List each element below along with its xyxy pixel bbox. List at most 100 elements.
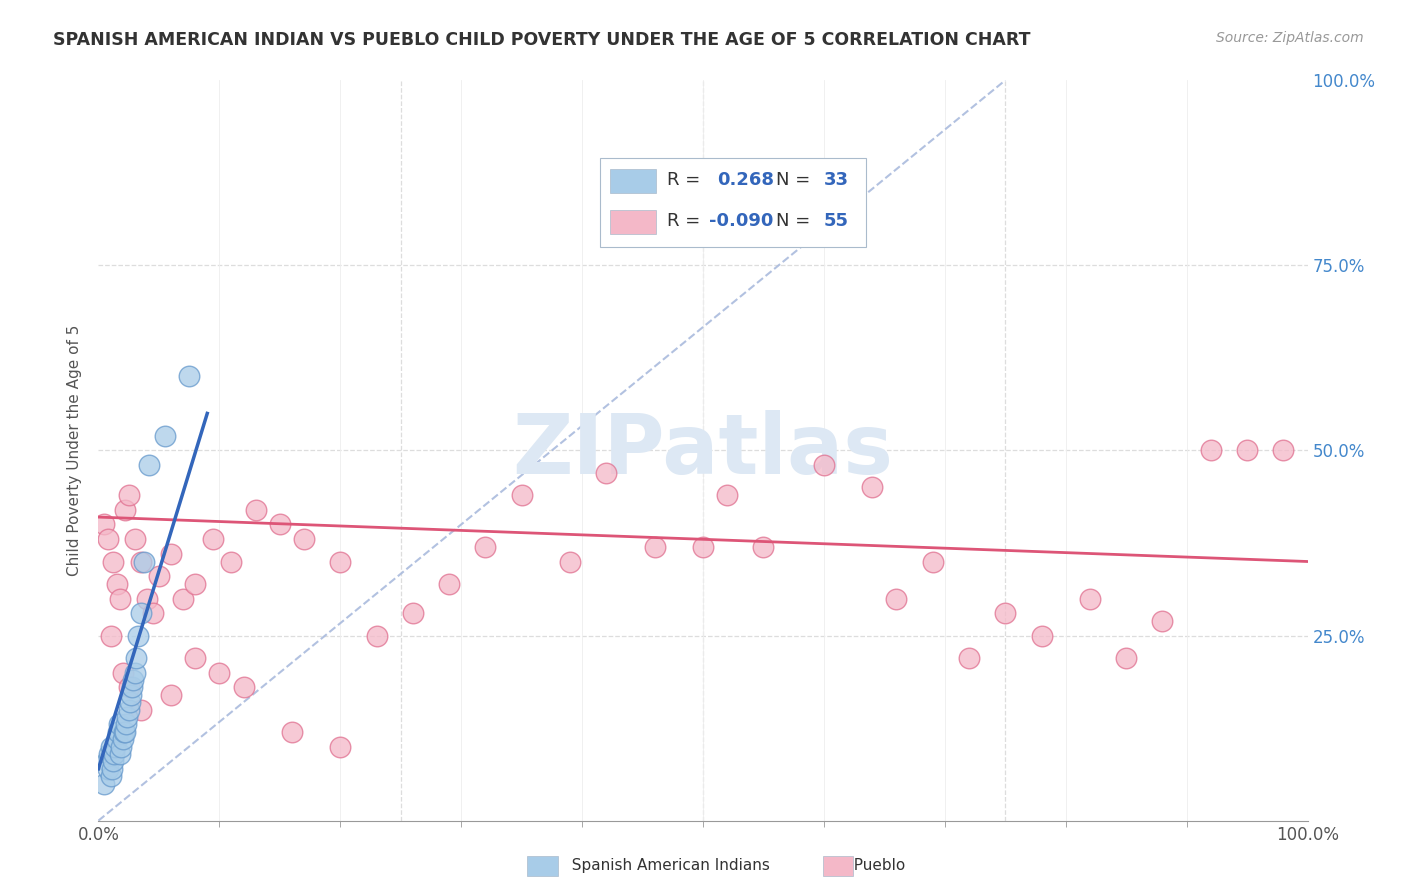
Point <box>153 428 176 442</box>
Point <box>129 703 152 717</box>
Point <box>1115 650 1137 665</box>
Point <box>114 724 136 739</box>
Text: 33: 33 <box>824 171 849 189</box>
Point <box>100 769 122 783</box>
Point <box>644 540 666 554</box>
Point <box>595 466 617 480</box>
Point <box>96 755 118 769</box>
Point <box>160 688 183 702</box>
Point <box>101 755 124 769</box>
Point <box>957 650 980 665</box>
Point <box>108 747 131 761</box>
Point <box>437 576 460 591</box>
Text: R =: R = <box>666 171 706 189</box>
Point <box>860 480 883 494</box>
Text: R =: R = <box>666 212 706 230</box>
Point <box>129 607 152 621</box>
Point <box>111 665 134 680</box>
Point <box>232 681 254 695</box>
Point <box>121 681 143 695</box>
Text: 55: 55 <box>824 212 849 230</box>
Point <box>115 717 138 731</box>
Y-axis label: Child Poverty Under the Age of 5: Child Poverty Under the Age of 5 <box>67 325 83 576</box>
Point <box>100 739 122 754</box>
Text: SPANISH AMERICAN INDIAN VS PUEBLO CHILD POVERTY UNDER THE AGE OF 5 CORRELATION C: SPANISH AMERICAN INDIAN VS PUEBLO CHILD … <box>53 31 1031 49</box>
Point <box>93 517 115 532</box>
FancyBboxPatch shape <box>610 210 655 234</box>
Point <box>110 739 132 754</box>
Point <box>1031 628 1053 642</box>
Point <box>202 533 225 547</box>
Point <box>104 739 127 754</box>
Point <box>752 540 775 554</box>
Point <box>292 533 315 547</box>
Text: Pueblo: Pueblo <box>844 858 905 872</box>
Point <box>108 591 131 606</box>
Point <box>184 576 207 591</box>
Point <box>118 695 141 709</box>
Point <box>112 724 135 739</box>
Point <box>813 458 835 473</box>
Point <box>1078 591 1101 606</box>
Point <box>107 724 129 739</box>
Point <box>1236 443 1258 458</box>
Point <box>716 488 738 502</box>
Point <box>105 732 128 747</box>
Point <box>329 555 352 569</box>
Point <box>118 488 141 502</box>
Point <box>281 724 304 739</box>
Point <box>135 591 157 606</box>
Point <box>510 488 533 502</box>
Point <box>118 703 141 717</box>
Point <box>1199 443 1222 458</box>
Point <box>366 628 388 642</box>
Point <box>97 762 120 776</box>
Point <box>122 673 145 687</box>
Point <box>134 555 156 569</box>
Point <box>118 681 141 695</box>
Point <box>129 555 152 569</box>
Point <box>114 502 136 516</box>
Point <box>921 555 943 569</box>
Text: 0.268: 0.268 <box>717 171 775 189</box>
Point <box>142 607 165 621</box>
Point <box>269 517 291 532</box>
Point <box>100 762 122 776</box>
Point <box>208 665 231 680</box>
Point <box>184 650 207 665</box>
Point <box>474 540 496 554</box>
Point <box>103 747 125 761</box>
Point <box>124 665 146 680</box>
Point <box>994 607 1017 621</box>
Point <box>108 717 131 731</box>
Point <box>221 555 243 569</box>
Point <box>179 369 201 384</box>
Point <box>160 547 183 561</box>
Point <box>329 739 352 754</box>
Point <box>692 540 714 554</box>
Point <box>558 555 581 569</box>
FancyBboxPatch shape <box>600 158 866 247</box>
Text: -0.090: -0.090 <box>709 212 773 230</box>
Text: N =: N = <box>776 212 815 230</box>
Text: Source: ZipAtlas.com: Source: ZipAtlas.com <box>1216 31 1364 45</box>
Point <box>98 747 121 761</box>
Point <box>402 607 425 621</box>
Point <box>127 628 149 642</box>
Point <box>125 650 148 665</box>
Point <box>111 732 134 747</box>
Point <box>172 591 194 606</box>
Point <box>124 533 146 547</box>
Point <box>97 533 120 547</box>
Point <box>1152 614 1174 628</box>
Point <box>101 555 124 569</box>
Point <box>93 776 115 791</box>
Point <box>245 502 267 516</box>
Point <box>105 576 128 591</box>
Point <box>148 569 170 583</box>
Point <box>1272 443 1295 458</box>
Point <box>138 458 160 473</box>
Point <box>886 591 908 606</box>
Point <box>120 688 142 702</box>
Text: Spanish American Indians: Spanish American Indians <box>562 858 770 872</box>
